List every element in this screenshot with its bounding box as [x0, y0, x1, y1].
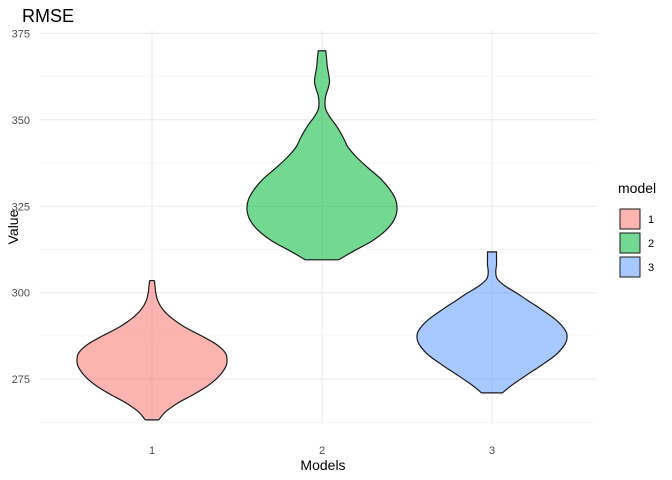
y-tick-label: 325: [12, 201, 30, 213]
violin-layer: [76, 50, 568, 421]
violin-model-2: [246, 50, 398, 261]
legend-key-2: 2: [619, 232, 654, 254]
violin-model-1: [76, 279, 228, 421]
legend-label: 2: [648, 238, 654, 250]
y-tick-label: 375: [12, 28, 30, 40]
legend-key-1: 1: [619, 208, 654, 230]
violin-model-3: [416, 251, 568, 394]
legend: model 1 2 3: [618, 180, 656, 278]
legend-label: 1: [648, 214, 654, 226]
y-tick-label: 350: [12, 115, 30, 127]
legend-swatch: [619, 232, 641, 254]
legend-label: 3: [648, 262, 654, 274]
legend-swatch: [619, 256, 641, 278]
x-tick-label: 3: [489, 445, 495, 457]
legend-key-3: 3: [619, 256, 654, 278]
y-tick-label: 275: [12, 374, 30, 386]
x-tick-label: 1: [149, 445, 155, 457]
y-axis-title: Value: [5, 209, 21, 244]
legend-title: model: [618, 180, 656, 196]
y-axis-tick-labels: 275 300 325 350 375: [12, 28, 30, 386]
legend-swatch: [619, 208, 641, 230]
chart-title: RMSE: [22, 6, 74, 26]
x-tick-label: 2: [319, 445, 325, 457]
y-tick-label: 300: [12, 288, 30, 300]
x-axis-title: Models: [300, 457, 345, 473]
x-axis-tick-labels: 1 2 3: [149, 445, 495, 457]
legend-keys: 1 2 3: [619, 208, 654, 278]
